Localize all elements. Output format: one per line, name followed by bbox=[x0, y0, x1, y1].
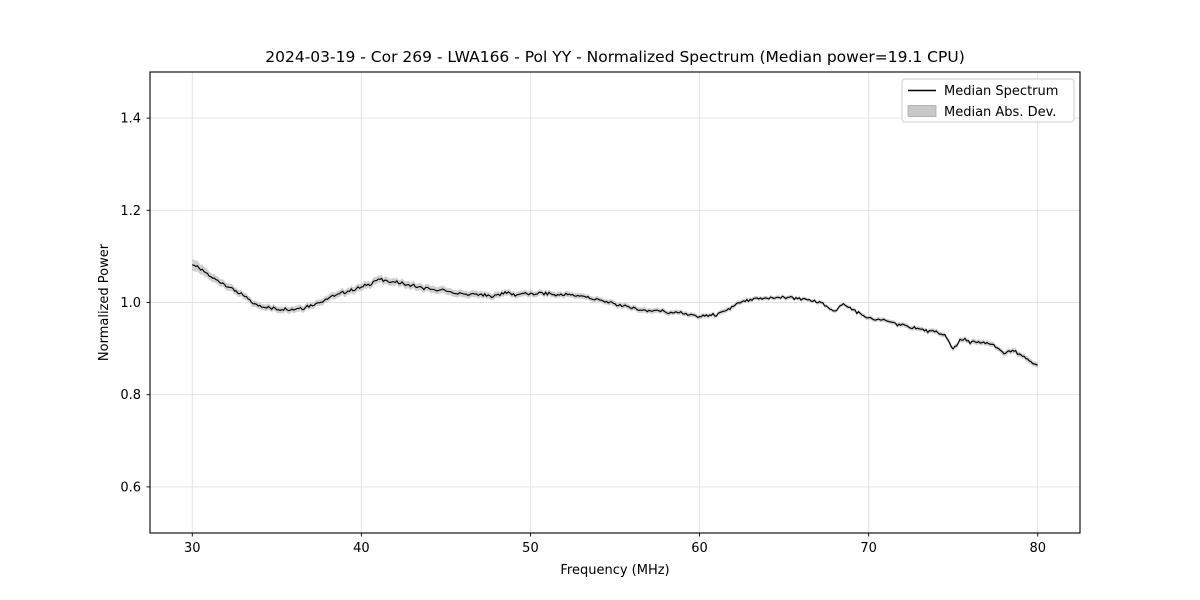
data-layer bbox=[192, 258, 1038, 368]
x-tick-label: 60 bbox=[691, 541, 708, 556]
y-axis-label: Normalized Power bbox=[97, 243, 112, 361]
x-tick-label: 80 bbox=[1029, 541, 1046, 556]
x-tick-label: 40 bbox=[353, 541, 370, 556]
legend: Median Spectrum Median Abs. Dev. bbox=[901, 78, 1075, 123]
tick-layer: 30 40 50 60 70 80 0.6 0.8 1.0 1.2 1.4 bbox=[120, 112, 1046, 556]
median-spectrum-line bbox=[192, 264, 1038, 366]
y-tick-label: 0.8 bbox=[120, 388, 141, 403]
legend-entry-median-abs-dev: Median Abs. Dev. bbox=[944, 105, 1056, 120]
y-tick-label: 1.4 bbox=[120, 112, 141, 127]
y-tick-label: 1.0 bbox=[120, 296, 141, 311]
x-axis-label: Frequency (MHz) bbox=[560, 563, 669, 578]
x-tick-label: 70 bbox=[860, 541, 877, 556]
x-tick-label: 30 bbox=[184, 541, 201, 556]
mad-band bbox=[192, 258, 1038, 368]
legend-frame bbox=[901, 78, 1075, 123]
y-tick-label: 0.6 bbox=[120, 480, 141, 495]
legend-patch-sample-icon bbox=[907, 105, 937, 117]
y-tick-label: 1.2 bbox=[120, 204, 141, 219]
legend-entry-median-spectrum: Median Spectrum bbox=[944, 84, 1058, 99]
x-tick-label: 50 bbox=[522, 541, 539, 556]
chart-title: 2024-03-19 - Cor 269 - LWA166 - Pol YY -… bbox=[265, 48, 965, 66]
